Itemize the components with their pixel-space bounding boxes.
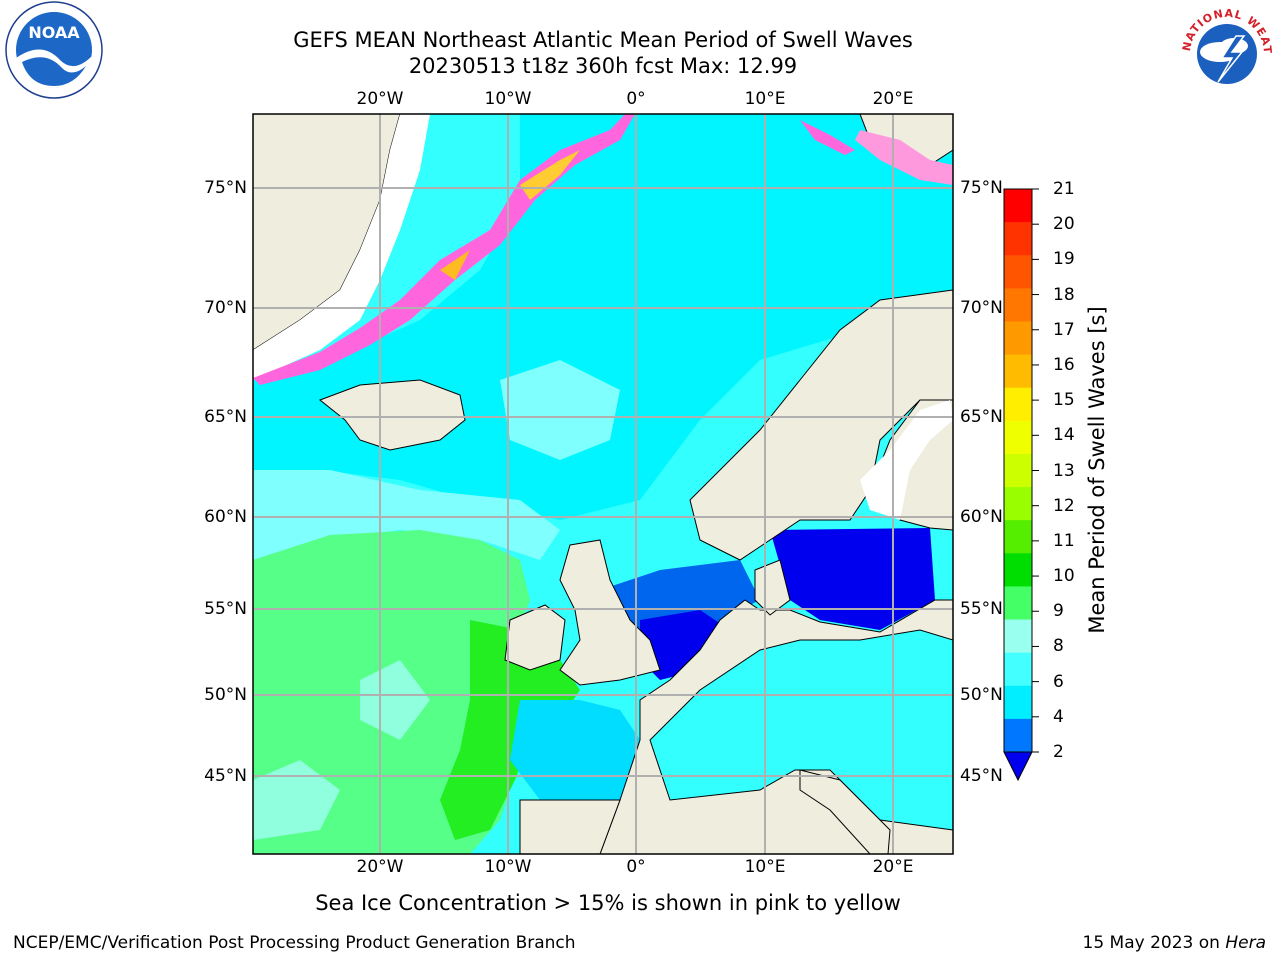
colorbar-tick-label: 20 [1053,214,1075,235]
chart-subtitle: 20230513 t18z 360h fcst Max: 12.99 [408,54,798,78]
colorbar-tick-label: 12 [1053,495,1075,516]
ice-region-greenland [253,114,430,380]
colorbar-tick-label: 9 [1053,601,1064,622]
land-italy [799,769,891,854]
ice-region-bothnia [860,400,953,520]
lon-label-top: 20°E [872,89,914,109]
colorbar-segment [1004,420,1032,455]
colorbar-extend-arrow [1003,751,1033,782]
colorbar-segment [1004,189,1032,223]
lat-label-right: 65°N [960,407,1003,427]
land-ireland [504,604,566,671]
colorbar-tick-label: 2 [1053,742,1064,762]
colorbar-segment [1004,453,1032,488]
graticule [253,114,953,854]
lat-label-right: 45°N [960,766,1003,786]
lon-label-bottom: 10°W [484,857,532,877]
lon-label-top: 20°W [356,89,404,109]
lon-label-top: 0° [626,89,646,109]
colorbar-segment [1004,553,1032,587]
noaa-logo: NOAA [2,0,106,108]
lon-label-bottom: 0° [626,857,646,877]
colorbar-tick-label: 14 [1053,425,1075,446]
lat-label-right: 70°N [960,298,1003,318]
colorbar-tick-label: 21 [1053,179,1075,199]
colorbar-segment [1004,718,1032,753]
lon-label-bottom: 20°E [872,857,914,877]
lat-label-right: 60°N [960,507,1003,527]
colorbar-tick-label: 11 [1053,530,1075,551]
colorbar-tick-label: 10 [1053,566,1075,587]
colorbar-label: Mean Period of Swell Waves [s] [1085,306,1109,634]
colorbar-segment [1004,255,1032,289]
footer-date-text: 15 May 2023 on [1082,933,1226,953]
footer-credit: NCEP/EMC/Verification Post Processing Pr… [13,933,576,953]
lat-label-left: 70°N [204,298,247,318]
lat-label-left: 65°N [204,407,247,427]
colorbar-tick-label: 16 [1053,354,1075,375]
lon-label-bottom: 10°E [744,857,786,877]
colorbar-tick-label: 13 [1053,460,1075,481]
svg-text:NOAA: NOAA [28,23,80,42]
colorbar-segment [1004,685,1032,720]
colorbar-segment [1004,652,1032,687]
footer-host: Hera [1225,933,1266,953]
sea-ice-note: Sea Ice Concentration > 15% is shown in … [315,891,901,915]
land-iberia [519,799,621,854]
colorbar-segment [1004,619,1032,654]
lat-label-left: 55°N [204,599,247,619]
colorbar-tick-label: 8 [1053,636,1064,657]
nws-logo: NATIONAL WEATHER SERVICE [1171,0,1278,104]
colorbar-tick-label: 17 [1053,319,1075,340]
colorbar-segment [1004,222,1032,256]
lon-label-bottom: 20°W [356,857,404,877]
colorbar-segment [1004,321,1032,356]
land-denmark [754,559,791,616]
lat-label-right: 50°N [960,685,1003,705]
lon-label-top: 10°W [484,89,532,109]
colorbar-segment [1004,354,1032,389]
colorbar-tick-label: 6 [1053,671,1064,692]
map-frame [252,113,954,855]
colorbar-segment [1004,586,1032,621]
lat-label-left: 45°N [204,766,247,786]
lat-label-left: 50°N [204,685,247,705]
lat-label-right: 55°N [960,599,1003,619]
colorbar-tick-label: 18 [1053,284,1075,305]
chart-title: GEFS MEAN Northeast Atlantic Mean Period… [293,28,913,52]
footer-date: 15 May 2023 on Hera [1083,933,1267,953]
lon-label-top: 10°E [744,89,786,109]
colorbar-tick-label: 4 [1053,706,1064,727]
colorbar-segment [1004,520,1032,554]
lat-label-left: 75°N [204,178,247,198]
land-iceland [319,379,466,451]
colorbar-segment [1004,288,1032,322]
lat-label-left: 60°N [204,507,247,527]
swell-zone-green-band [440,620,580,840]
colorbar-tick-label: 19 [1053,249,1075,270]
colorbar [1003,188,1039,782]
colorbar-segment [1004,387,1032,422]
lat-label-right: 75°N [960,178,1003,198]
colorbar-tick-label: 15 [1053,390,1075,411]
colorbar-segment [1004,487,1032,521]
swell-zone-biscay [510,700,640,800]
